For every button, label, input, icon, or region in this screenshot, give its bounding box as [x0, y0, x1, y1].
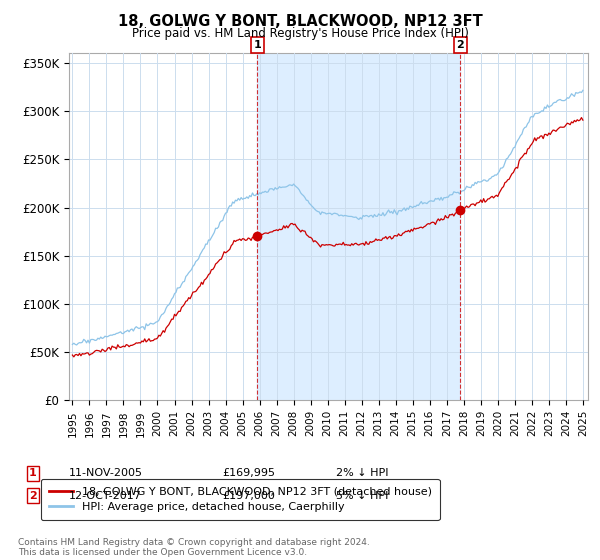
Text: 12-OCT-2017: 12-OCT-2017 — [69, 491, 142, 501]
Text: 18, GOLWG Y BONT, BLACKWOOD, NP12 3FT: 18, GOLWG Y BONT, BLACKWOOD, NP12 3FT — [118, 14, 482, 29]
Text: 2: 2 — [29, 491, 37, 501]
Text: £169,995: £169,995 — [222, 468, 275, 478]
Text: Price paid vs. HM Land Registry's House Price Index (HPI): Price paid vs. HM Land Registry's House … — [131, 27, 469, 40]
Text: Contains HM Land Registry data © Crown copyright and database right 2024.
This d: Contains HM Land Registry data © Crown c… — [18, 538, 370, 557]
Text: 2: 2 — [457, 40, 464, 50]
Text: 1: 1 — [253, 40, 261, 50]
Bar — [257, 53, 460, 400]
Text: 1: 1 — [29, 468, 37, 478]
Text: £197,000: £197,000 — [222, 491, 275, 501]
Text: 2% ↓ HPI: 2% ↓ HPI — [336, 468, 389, 478]
Text: 11-NOV-2005: 11-NOV-2005 — [69, 468, 143, 478]
Legend: 18, GOLWG Y BONT, BLACKWOOD, NP12 3FT (detached house), HPI: Average price, deta: 18, GOLWG Y BONT, BLACKWOOD, NP12 3FT (d… — [41, 479, 440, 520]
Text: 5% ↓ HPI: 5% ↓ HPI — [336, 491, 388, 501]
